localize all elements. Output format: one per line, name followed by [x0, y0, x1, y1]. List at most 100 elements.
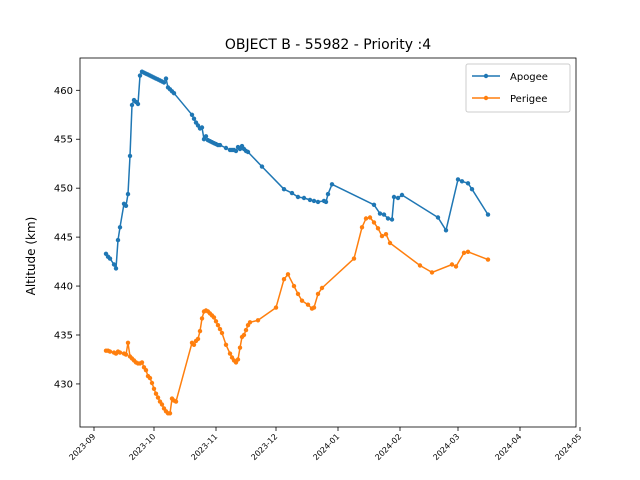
- apogee-point: [311, 198, 317, 204]
- perigee-point: [147, 375, 153, 381]
- apogee-point: [307, 197, 313, 203]
- y-tick-label: 445: [54, 233, 73, 244]
- perigee-point: [375, 226, 381, 231]
- apogee-point: [485, 212, 491, 217]
- perigee-point: [453, 264, 459, 269]
- perigee-point: [363, 216, 369, 221]
- apogee-point: [125, 191, 131, 197]
- y-tick-label: 460: [54, 86, 73, 97]
- y-tick-label: 440: [54, 282, 73, 293]
- perigee-point: [461, 250, 467, 255]
- perigee-point: [311, 305, 317, 310]
- axes-frame: [79, 57, 577, 428]
- legend-marker-perigee: [483, 95, 489, 101]
- perigee-point: [359, 225, 365, 230]
- perigee-point: [367, 215, 373, 220]
- perigee-point: [219, 330, 225, 336]
- perigee-point: [107, 349, 113, 354]
- perigee-point: [319, 285, 325, 291]
- perigee-point: [371, 220, 377, 225]
- apogee-point: [455, 177, 461, 182]
- apogee-point: [443, 228, 449, 233]
- perigee-point: [295, 291, 301, 297]
- perigee-point: [195, 336, 201, 342]
- apogee-point: [127, 153, 133, 159]
- perigee-point: [199, 316, 205, 321]
- perigee-point: [255, 318, 261, 323]
- apogee-series: [103, 69, 491, 271]
- perigee-point: [485, 257, 491, 262]
- plot-area: [79, 57, 577, 428]
- apogee-point: [113, 266, 119, 271]
- perigee-point: [449, 262, 455, 267]
- perigee-point: [247, 320, 253, 325]
- apogee-point: [301, 195, 307, 201]
- perigee-point: [273, 305, 279, 310]
- perigee-point: [197, 328, 203, 334]
- perigee-point: [291, 283, 297, 289]
- perigee-point: [299, 298, 305, 303]
- perigee-point: [213, 319, 219, 324]
- perigee-point: [243, 327, 249, 333]
- perigee-point: [379, 233, 385, 239]
- perigee-point: [417, 263, 423, 268]
- apogee-point: [469, 187, 475, 192]
- apogee-point: [381, 212, 387, 217]
- perigee-point: [351, 256, 357, 261]
- series-layer: [103, 69, 491, 416]
- perigee-point: [285, 272, 291, 277]
- apogee-point: [371, 202, 377, 207]
- apogee-point: [245, 149, 251, 155]
- apogee-point: [217, 142, 223, 148]
- apogee-point: [203, 134, 209, 139]
- apogee-point: [163, 76, 169, 81]
- perigee-point: [191, 342, 197, 347]
- apogee-point: [233, 148, 239, 154]
- perigee-point: [281, 277, 287, 282]
- perigee-point: [223, 342, 229, 347]
- y-axis: 430 435 440 445 450 455 460: [54, 86, 80, 390]
- apogee-point: [391, 194, 397, 200]
- perigee-point: [153, 391, 159, 396]
- apogee-point: [295, 194, 301, 200]
- apogee-point: [191, 116, 197, 121]
- perigee-point: [151, 386, 157, 391]
- apogee-point: [289, 190, 295, 196]
- apogee-point: [389, 217, 395, 222]
- apogee-point: [399, 192, 405, 198]
- perigee-point: [387, 240, 393, 246]
- apogee-point: [137, 73, 143, 78]
- apogee-point: [315, 199, 321, 205]
- legend-label-apogee: Apogee: [510, 72, 548, 83]
- y-tick-label: 430: [54, 379, 73, 390]
- apogee-point: [323, 199, 329, 205]
- y-tick-label: 450: [54, 184, 73, 195]
- apogee-point: [465, 181, 471, 186]
- apogee-point: [459, 179, 465, 184]
- apogee-point: [325, 191, 331, 197]
- perigee-point: [227, 351, 233, 356]
- perigee-point: [173, 399, 179, 404]
- perigee-point: [241, 332, 247, 338]
- perigee-point: [149, 380, 155, 386]
- perigee-point: [117, 350, 123, 355]
- apogee-point: [135, 101, 141, 107]
- legend: Apogee Perigee: [465, 63, 571, 113]
- apogee-point: [129, 102, 135, 108]
- apogee-point: [385, 216, 391, 221]
- apogee-point: [435, 215, 441, 220]
- perigee-point: [235, 357, 241, 362]
- apogee-point: [223, 145, 229, 151]
- perigee-point: [125, 340, 131, 345]
- perigee-point: [215, 323, 221, 328]
- perigee-series: [103, 215, 491, 416]
- y-axis-label: Altitude (km): [24, 217, 38, 296]
- apogee-point: [199, 125, 205, 130]
- apogee-point: [395, 195, 401, 201]
- apogee-point: [189, 112, 195, 118]
- apogee-point: [123, 203, 129, 208]
- apogee-point: [171, 91, 177, 96]
- apogee-point: [107, 256, 113, 261]
- legend-label-perigee: Perigee: [510, 94, 547, 105]
